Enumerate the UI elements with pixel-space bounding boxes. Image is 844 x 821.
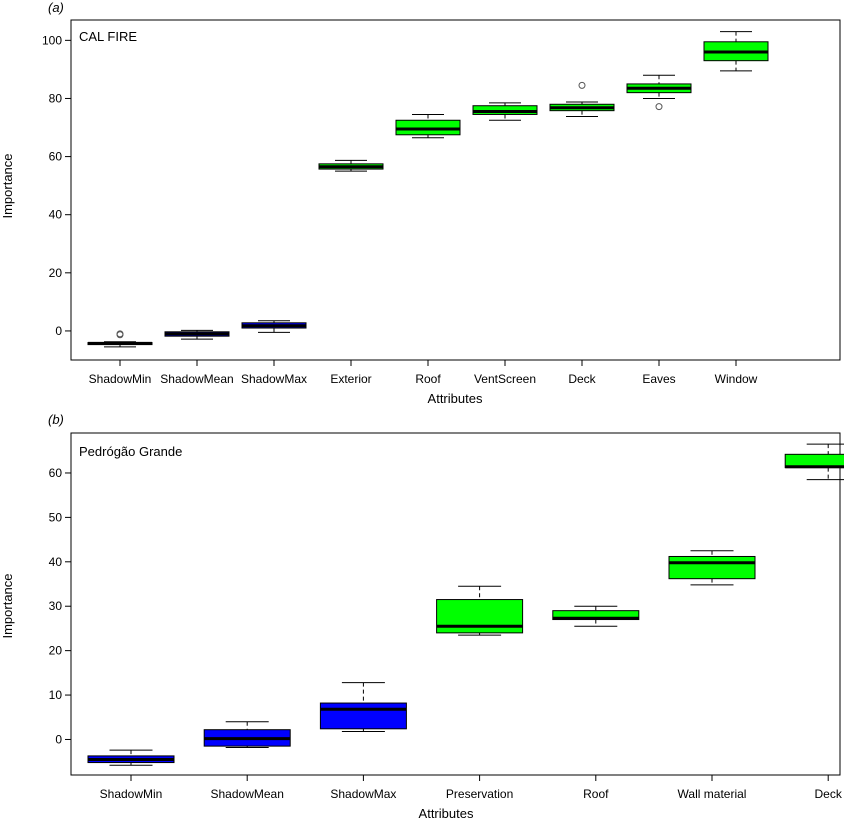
panel-a-y-tick-label: 20 (49, 266, 63, 280)
panel-a-y-tick-label: 0 (55, 324, 62, 338)
panel-a-category-label: VentScreen (474, 372, 536, 386)
panel-b-category-label: ShadowMean (211, 787, 284, 801)
panel-a-y-tick-label: 100 (42, 33, 62, 47)
panel-b-category-label: ShadowMax (330, 787, 396, 801)
panel-a-category-label: Exterior (330, 372, 371, 386)
panel-a-box-roof (395, 113, 461, 139)
panel-a-category-label: Roof (415, 372, 441, 386)
panel-a-y-axis-label: Importance (0, 153, 15, 218)
outlier-point (655, 103, 663, 111)
panel-b-box-roof (552, 605, 640, 627)
panel-a-box-window (703, 31, 769, 72)
panel-a-category-label: Deck (568, 372, 596, 386)
panel-b-category-label: Deck (815, 787, 843, 801)
panel-a-box-exterior (318, 159, 384, 172)
panel-a-y-tick-label: 60 (49, 150, 63, 164)
panel-b-category-label: ShadowMin (100, 787, 163, 801)
iqr-box (319, 702, 407, 730)
panel-b-box-deck (784, 443, 844, 481)
panel-a-box-ventscreen (472, 102, 538, 121)
panel-b-box-shadowmean (203, 721, 291, 748)
panel-a-box-eaves (626, 74, 692, 111)
panel-a-frame (70, 19, 841, 361)
panel-b-y-tick-label: 60 (49, 466, 63, 480)
panel-b-y-axis-label: Importance (0, 573, 15, 638)
panel-a-y-tick-label: 40 (49, 208, 63, 222)
iqr-box (436, 599, 524, 634)
panel-b-box-shadowmax (319, 682, 407, 732)
panel-b-box-shadowmin (87, 749, 175, 766)
panel-a-boxes (87, 31, 769, 348)
panel-a-box-shadowmin (87, 330, 153, 348)
panel-a-category-label: ShadowMax (241, 372, 307, 386)
panel-a-category-label: ShadowMean (160, 372, 233, 386)
panel-a-category-label: Window (715, 372, 758, 386)
panel-b-inset-label: Pedrógão Grande (79, 444, 182, 459)
panel-b-y-tick-label: 10 (49, 688, 63, 702)
panel-b-box-preservation (436, 585, 524, 636)
panel-a-y-tick-label: 80 (49, 91, 63, 105)
outlier-point (116, 331, 124, 339)
panel-b-x-axis: ShadowMin ShadowMean ShadowMax Preservation… (100, 775, 843, 801)
panel-a-letter: (a) (48, 0, 64, 15)
panel-a-category-label: Eaves (642, 372, 675, 386)
panel-b-y-tick-label: 0 (55, 732, 62, 746)
panel-a-box-shadowmax (241, 320, 307, 333)
panel-a-y-axis: 0 20 40 60 80 100 (42, 33, 71, 338)
panel-a-box-shadowmean (164, 329, 230, 340)
iqr-box (668, 555, 756, 580)
panel-b-x-axis-label: Attributes (419, 806, 474, 821)
panel-b-y-tick-label: 50 (49, 510, 63, 524)
panel-b: (b) Pedrógão Grande Attributes Importanc… (0, 412, 844, 821)
panel-a: (a) CAL FIRE Attributes Importance 0 20 40… (0, 0, 841, 406)
panel-a-box-deck (549, 81, 615, 117)
panel-a-category-label: ShadowMin (89, 372, 152, 386)
panel-b-y-axis: 0 10 20 30 40 50 60 (49, 466, 71, 746)
panel-b-box-wall-material (668, 550, 756, 586)
panel-b-category-label: Roof (583, 787, 609, 801)
panel-b-boxes (87, 443, 844, 766)
panel-b-letter: (b) (48, 412, 64, 427)
panel-a-inset-label: CAL FIRE (79, 29, 137, 44)
panel-b-y-tick-label: 40 (49, 555, 63, 569)
panel-b-y-tick-label: 20 (49, 644, 63, 658)
panel-a-x-axis: ShadowMin ShadowMean ShadowMax Exterior Roof… (89, 360, 758, 386)
panel-a-x-axis-label: Attributes (428, 391, 483, 406)
panel-b-category-label: Wall material (678, 787, 747, 801)
outlier-point (578, 81, 586, 89)
panel-b-frame (70, 432, 841, 776)
panel-b-y-tick-label: 30 (49, 599, 63, 613)
panel-b-category-label: Preservation (446, 787, 513, 801)
